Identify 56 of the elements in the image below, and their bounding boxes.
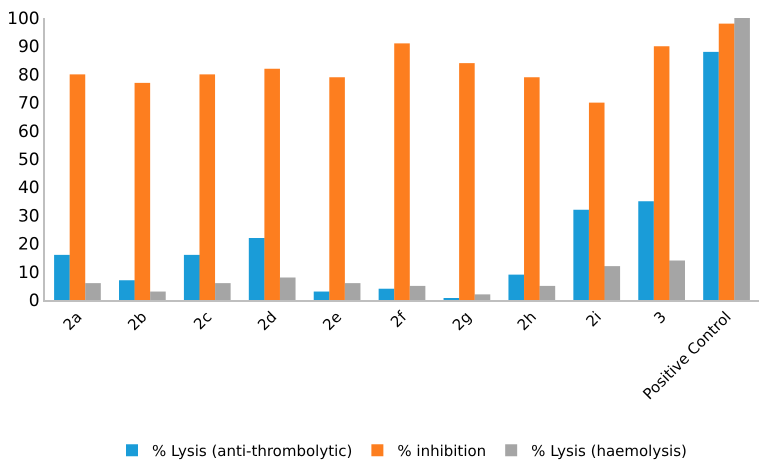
- bar: [378, 288, 394, 300]
- bar: [85, 283, 101, 300]
- bar: [119, 280, 135, 300]
- bar: [734, 18, 750, 300]
- bar: [215, 283, 231, 300]
- y-tick-label: 30: [18, 206, 40, 226]
- y-tick-label: 70: [18, 94, 40, 114]
- bar: [654, 46, 670, 300]
- bar: [573, 210, 589, 300]
- y-tick-label: 40: [18, 178, 40, 198]
- bar: [703, 52, 719, 300]
- bar: [344, 283, 360, 300]
- y-tick-label: 0: [28, 290, 40, 311]
- bar: [264, 68, 280, 300]
- bar: [410, 286, 426, 300]
- x-tick-label: 2f: [386, 307, 411, 332]
- x-tick-label: 2c: [190, 308, 216, 334]
- x-tick-label: 2b: [124, 308, 150, 334]
- bar: [329, 77, 345, 300]
- x-tick-label: 2e: [319, 308, 346, 334]
- y-tick-label: 60: [18, 122, 40, 142]
- bar: [459, 63, 475, 300]
- bar: [314, 292, 330, 300]
- bar: [134, 82, 150, 300]
- x-tick-label: 2i: [582, 308, 605, 330]
- y-tick-label: 100: [7, 8, 40, 29]
- legend-label: % Lysis (haemolysis): [531, 442, 687, 460]
- x-tick-label: 2d: [254, 308, 280, 334]
- bar: [150, 292, 166, 300]
- bar: [54, 254, 70, 300]
- bar: [669, 260, 685, 300]
- y-tick-label: 20: [18, 234, 40, 255]
- x-tick-label: 2h: [514, 308, 540, 334]
- bar: [508, 274, 524, 300]
- bar: [540, 286, 556, 300]
- y-tick-label: 90: [18, 37, 40, 58]
- bar: [394, 43, 410, 300]
- x-tick-label: 2a: [60, 308, 86, 334]
- bar: [248, 238, 264, 300]
- bar: [588, 102, 605, 300]
- bar: [280, 277, 296, 300]
- bar: [524, 77, 540, 300]
- bar: [70, 74, 86, 300]
- bar: [474, 294, 490, 300]
- y-tick-label: 10: [18, 262, 40, 283]
- bar: [199, 74, 216, 300]
- bar: [184, 254, 200, 300]
- bar: [718, 24, 734, 300]
- y-tick-label: 80: [18, 65, 40, 86]
- legend-label: % Lysis (anti-thrombolytic): [152, 442, 352, 460]
- x-tick-label: 2g: [448, 308, 476, 334]
- y-tick-label: 50: [18, 150, 40, 170]
- bar: [604, 266, 620, 300]
- bar: [638, 201, 654, 300]
- legend-label: % inhibition: [397, 442, 486, 460]
- x-tick-label: 3: [650, 308, 670, 328]
